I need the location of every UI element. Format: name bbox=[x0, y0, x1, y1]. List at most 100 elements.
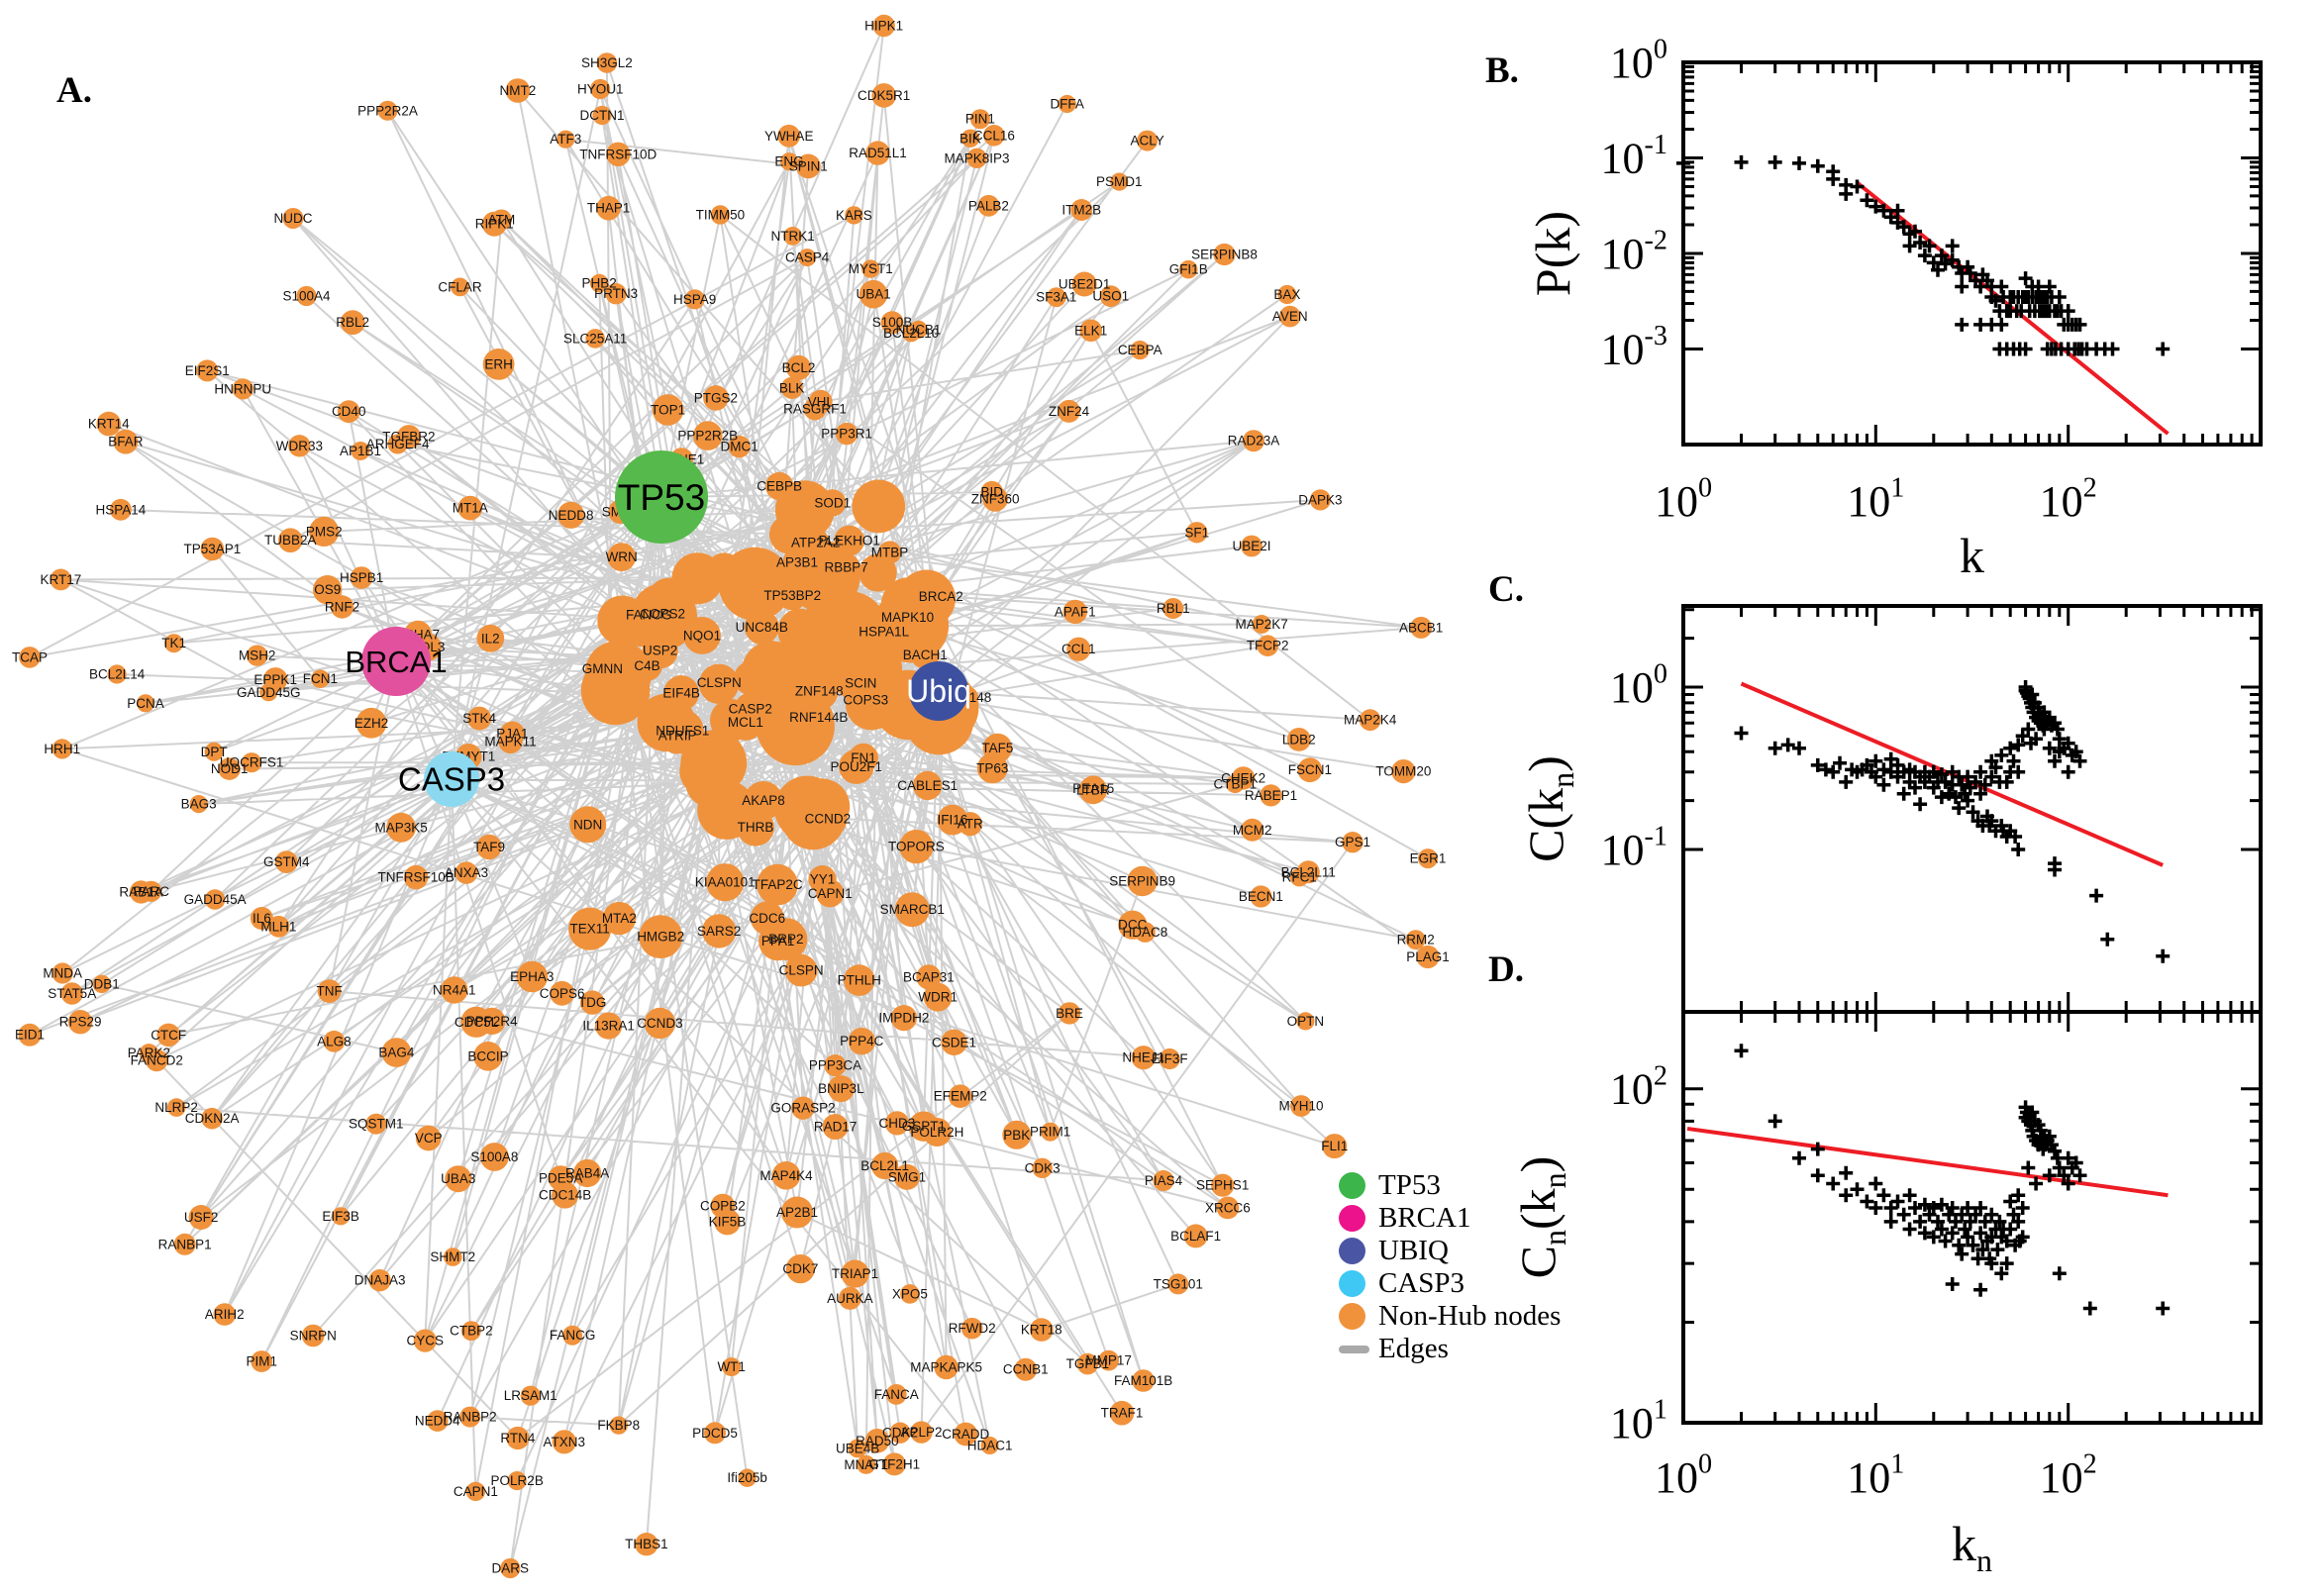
network-node-label: CDK7 bbox=[782, 1261, 818, 1276]
network-node-label: UBE2I bbox=[1232, 539, 1270, 553]
network-node bbox=[960, 1317, 983, 1340]
network-node bbox=[1002, 1120, 1032, 1149]
network-node-label: IL2 bbox=[481, 631, 500, 646]
network-node-label: CAPN1 bbox=[808, 886, 853, 901]
network-node bbox=[19, 647, 41, 668]
network-node-label: MAPK11 bbox=[484, 734, 536, 748]
network-node bbox=[96, 411, 122, 437]
network-node bbox=[587, 653, 618, 683]
network-node-label: SF1 bbox=[1184, 525, 1209, 540]
network-node-label: WDR1 bbox=[918, 990, 958, 1005]
network-node-label: TOMM20 bbox=[1375, 764, 1431, 779]
network-node-label: BLK bbox=[779, 380, 805, 395]
network-node bbox=[777, 580, 808, 611]
network-node-label: BNIP3L bbox=[818, 1081, 864, 1096]
network-node bbox=[880, 311, 904, 335]
network-node-label: IFI16 bbox=[938, 813, 968, 828]
network-node bbox=[1322, 1134, 1348, 1159]
network-node bbox=[779, 152, 799, 171]
network-node-label: SMG1 bbox=[888, 1169, 926, 1184]
network-node bbox=[868, 617, 899, 647]
network-node bbox=[663, 675, 699, 711]
network-node-labels: MNDA POLR2B Ifi205b ZNF24 USF2 MCM2 BCCIP CCNB1… bbox=[12, 19, 1450, 1576]
network-node-label: ZNF24 bbox=[1049, 404, 1090, 419]
network-node bbox=[396, 425, 421, 449]
network-node bbox=[457, 495, 483, 521]
network-node-label: FCN1 bbox=[303, 671, 338, 686]
network-node-label: KRT14 bbox=[88, 417, 130, 432]
network-node bbox=[1030, 1318, 1054, 1342]
network-node bbox=[1153, 1169, 1174, 1192]
nonhub-node-icon bbox=[1339, 1303, 1365, 1330]
network-node-label: RPS29 bbox=[59, 1015, 102, 1030]
network-node-label: MLH1 bbox=[260, 919, 296, 934]
network-node-label: RRM2 bbox=[1397, 933, 1435, 948]
network-node bbox=[832, 552, 860, 581]
network-node bbox=[263, 667, 288, 692]
network-node bbox=[413, 1329, 437, 1352]
network-node-label: NLRP2 bbox=[154, 1100, 198, 1115]
network-node bbox=[141, 880, 162, 902]
network-node-label: BCL2L11 bbox=[1281, 864, 1336, 879]
network-node-label: RTN4 bbox=[500, 1431, 536, 1446]
network-node bbox=[139, 1044, 158, 1063]
network-node bbox=[573, 1158, 602, 1188]
network-node bbox=[684, 289, 705, 310]
network-node-label: PJA1 bbox=[496, 727, 528, 742]
network-node-label: IL6 bbox=[252, 911, 271, 926]
network-nodes bbox=[18, 14, 1440, 1579]
network-node bbox=[848, 1028, 875, 1055]
network-node-label: NQO1 bbox=[683, 628, 721, 643]
network-node bbox=[703, 385, 729, 411]
network-node-label: RBL2 bbox=[336, 315, 369, 330]
network-node-label: RAD17 bbox=[814, 1120, 858, 1135]
network-node-label: DCTN1 bbox=[579, 108, 624, 123]
network-node-label: RNF144B bbox=[789, 710, 848, 725]
network-node-label: TOP1 bbox=[651, 403, 685, 418]
network-node-label: PLAG1 bbox=[1406, 949, 1450, 964]
network-node bbox=[983, 125, 1005, 147]
legend-item-edges: Edges bbox=[1339, 1333, 1561, 1365]
network-node-label: COPB2 bbox=[700, 1199, 746, 1214]
network-node-label: GFI1B bbox=[1169, 262, 1208, 277]
network-node-label: IL13RA1 bbox=[582, 1019, 635, 1034]
network-node-label: TAF5 bbox=[981, 741, 1013, 755]
network-node bbox=[982, 486, 1008, 512]
network-node-label: KARS bbox=[836, 208, 872, 223]
network-node bbox=[204, 889, 226, 910]
hub-node-brca1 bbox=[361, 627, 431, 696]
network-node bbox=[1070, 199, 1093, 221]
network-node-label: POLR2H bbox=[910, 1125, 963, 1140]
y-axis-label: Cn(kn) bbox=[1510, 1156, 1572, 1279]
network-node-label: AP3B1 bbox=[776, 554, 818, 569]
network-node-label: FAM101B bbox=[1114, 1373, 1172, 1388]
network-node bbox=[18, 1023, 42, 1047]
network-node-label: HDAC8 bbox=[1123, 925, 1168, 940]
network-node-label: ELK1 bbox=[1074, 323, 1107, 338]
network-node bbox=[882, 1452, 906, 1476]
network-node bbox=[822, 1114, 849, 1141]
network-node bbox=[1132, 1369, 1155, 1392]
network-node bbox=[480, 1143, 509, 1171]
network-node-label: FANCA bbox=[874, 1387, 919, 1402]
scatter-points bbox=[1734, 1044, 2171, 1316]
network-node-label: PARC bbox=[133, 884, 169, 899]
network-node bbox=[1359, 709, 1381, 732]
network-node-label: UBA1 bbox=[856, 287, 890, 302]
network-node-label: CEBPA bbox=[1118, 343, 1162, 357]
network-node bbox=[910, 640, 940, 669]
network-node-label: CRADD bbox=[942, 1427, 989, 1442]
network-node bbox=[890, 1005, 918, 1032]
network-node-label: ARIH2 bbox=[205, 1307, 245, 1322]
hub-label-brca1: BRCA1 bbox=[345, 645, 447, 679]
network-node bbox=[800, 672, 839, 711]
network-node-label: PRTN3 bbox=[594, 286, 638, 301]
network-node bbox=[1243, 430, 1264, 452]
network-node-label: PEA15 bbox=[1072, 781, 1114, 796]
network-node-label: BCAP31 bbox=[903, 969, 955, 984]
network-node bbox=[1080, 775, 1107, 802]
network-node bbox=[644, 1007, 676, 1040]
network-node-label: THAP1 bbox=[587, 201, 631, 216]
